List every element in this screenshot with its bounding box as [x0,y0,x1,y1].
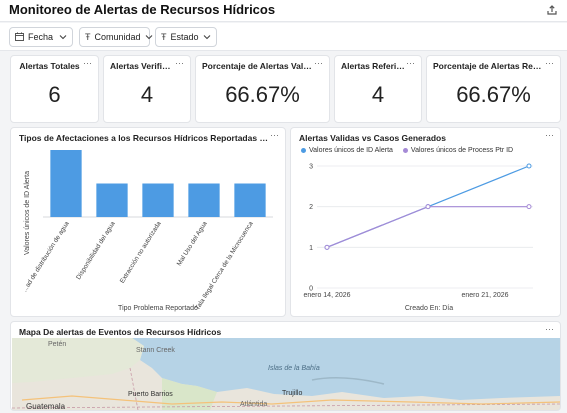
legend-label: Valores únicos de ID Alerta [309,147,393,154]
data-point[interactable] [526,204,532,210]
bar[interactable] [234,183,266,218]
y-tick-label: 3 [309,164,313,171]
kpi-value: 66.67% [456,82,531,107]
legend-item[interactable]: Valores únicos de ID Alerta [301,147,393,154]
share-icon[interactable] [546,4,558,16]
more-options-icon[interactable]: ··· [175,58,184,68]
chevron-down-icon [59,33,67,42]
more-options-icon[interactable]: ··· [545,324,554,334]
kpi-title: Alertas Referidos [341,61,405,71]
kpi-card-alertas-verificadas: Alertas Verificad... ··· 4 [103,55,191,123]
x-tick-label: Tala Ilegal Cerca de la Microcuenca [194,220,255,311]
filter-estado[interactable]: Ŧ Estado [155,27,217,47]
kpi-title: Alertas Verificad... [110,61,174,71]
kpi-title: Alertas Totales [19,61,80,71]
y-tick-label: 2 [309,204,313,211]
kpi-card-alertas-totales: Alertas Totales ··· 6 [10,55,99,123]
more-options-icon[interactable]: ··· [545,58,554,68]
border-line [12,403,560,409]
calendar-icon [15,32,24,43]
map-view[interactable]: Petén Stann Creek Islas de la Bahía Puer… [12,338,560,410]
kpi-title: Porcentaje de Alertas Validadas [202,61,313,71]
filter-label: Comunidad [94,32,141,42]
line-chart-panel: Alertas Validas vs Casos Generados ··· V… [290,127,561,317]
more-options-icon[interactable]: ··· [545,130,554,140]
data-point[interactable] [526,163,532,169]
top-bar: Monitoreo de Alertas de Recursos Hídrico… [0,0,567,22]
map-panel: Mapa De alertas de Eventos de Recursos H… [10,321,561,411]
bar[interactable] [96,183,128,218]
line-chart: 0 1 2 3 enero 14, 2026 enero 21, 2026 Cread… [303,163,533,312]
y-axis-label: Valores únicos de ID Alerta [24,171,31,255]
map-canvas: Petén Stann Creek Islas de la Bahía Puer… [12,338,560,410]
legend-swatch [402,147,408,153]
map-label: Stann Creek [136,347,175,354]
kpi-value: 66.67% [225,82,300,107]
x-axis-label: Creado En: Día [405,305,453,312]
map-label: Petén [48,341,66,348]
filter-comunidad[interactable]: Ŧ Comunidad [79,27,153,47]
x-tick-label: Extracción no autorizada [119,220,163,285]
more-options-icon[interactable]: ··· [83,58,92,68]
kpi-value: 4 [371,82,385,107]
bar-chart-panel: Tipos de Afectaciones a los Recursos Híd… [10,127,286,317]
kpi-card-alertas-referidos: Alertas Referidos ··· 4 [334,55,422,123]
y-tick-label: 0 [309,286,313,293]
bar[interactable] [50,150,82,217]
filter-bar: Fecha Ŧ Comunidad Ŧ Estado [0,23,567,51]
chevron-down-icon [145,33,153,42]
page-title: Monitoreo de Alertas de Recursos Hídrico… [9,2,276,17]
x-tick-label: enero 14, 2026 [303,292,350,299]
kpi-title: Porcentaje de Alertas Referidas [433,61,544,71]
y-tick-label: 1 [309,245,313,252]
kpi-card-porcentaje-referidas: Porcentaje de Alertas Referidas ··· 66.6… [426,55,561,123]
road-line [21,395,560,405]
kpi-value: 6 [48,82,61,107]
map-label: Guatemala [26,402,66,410]
kpi-card-porcentaje-validadas: Porcentaje de Alertas Validadas ··· 66.6… [195,55,330,123]
x-tick-label: Disponibilidad del agua [75,220,117,281]
x-tick-label: enero 21, 2026 [461,292,508,299]
chevron-down-icon [203,33,211,42]
legend-swatch [301,147,306,153]
bar[interactable] [142,183,174,218]
land-region [12,338,144,383]
more-options-icon[interactable]: ··· [270,130,279,140]
kpi-value: 4 [140,82,154,107]
panel-title: Mapa De alertas de Eventos de Recursos H… [19,327,222,337]
more-options-icon[interactable]: ··· [406,58,415,68]
series-line[interactable] [326,206,529,248]
legend-label: Valores únicos de Process Ptr ID [410,147,514,154]
map-label: Atlántida [240,401,267,408]
more-options-icon[interactable]: ··· [314,58,323,68]
filter-label: Estado [170,32,199,42]
x-tick-label: Mal Uso del Agua [176,220,209,267]
filter-label: Fecha [28,32,54,42]
forest-area [162,378,217,410]
chart-legend: Valores únicos de ID Alerta Valores únic… [301,147,513,154]
filter-fecha[interactable]: Fecha [9,27,73,47]
map-label: Trujillo [282,390,302,397]
bar-chart: Valores únicos de ID Alerta ...ad de dis… [21,150,273,312]
island-outline [311,377,385,385]
x-axis-label: Tipo Problema Reportado [118,305,198,312]
text-icon: Ŧ [85,32,91,42]
data-point[interactable] [425,204,431,210]
data-point[interactable] [324,244,330,250]
land-mass [12,338,560,410]
bar[interactable] [188,183,220,218]
legend-item[interactable]: Valores únicos de Process Ptr ID [402,147,514,154]
text-icon: Ŧ [161,32,167,42]
map-label: Islas de la Bahía [268,365,320,372]
map-label: Puerto Barrios [128,391,173,398]
border-line [129,367,139,410]
